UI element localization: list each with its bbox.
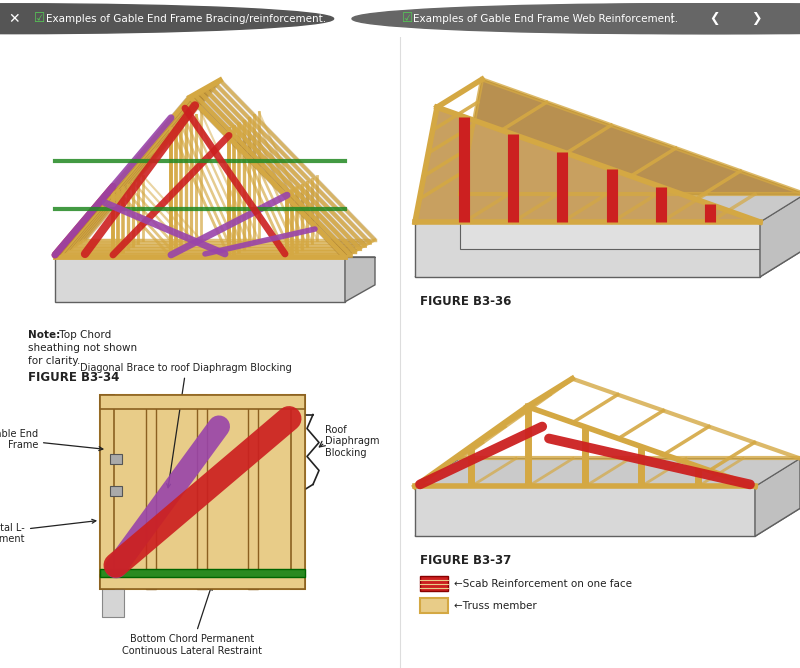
- Polygon shape: [460, 194, 800, 249]
- Circle shape: [437, 4, 800, 33]
- Bar: [110, 454, 122, 464]
- Polygon shape: [415, 249, 800, 277]
- Text: Note:: Note:: [28, 330, 60, 340]
- Text: ⋮: ⋮: [666, 12, 678, 25]
- Bar: [100, 575, 305, 589]
- Polygon shape: [415, 458, 800, 486]
- Polygon shape: [415, 486, 755, 536]
- Text: ←Truss member: ←Truss member: [454, 601, 537, 611]
- Polygon shape: [415, 108, 760, 222]
- Text: ☑: ☑: [402, 12, 413, 25]
- Bar: [102, 589, 124, 617]
- Text: ←Scab Reinforcement on one face: ←Scab Reinforcement on one face: [454, 578, 632, 589]
- Polygon shape: [415, 222, 760, 277]
- Bar: [291, 395, 305, 589]
- Bar: [110, 486, 122, 496]
- Circle shape: [352, 4, 800, 33]
- Text: ✕: ✕: [8, 12, 19, 25]
- Text: Gable End
Frame: Gable End Frame: [0, 429, 103, 451]
- Text: ❮: ❮: [709, 12, 720, 25]
- Text: Bottom Chord Permanent
Continuous Lateral Restraint: Bottom Chord Permanent Continuous Latera…: [122, 586, 262, 656]
- Text: for clarity.: for clarity.: [28, 355, 80, 365]
- Text: ❯: ❯: [751, 12, 762, 25]
- Polygon shape: [760, 194, 800, 277]
- Bar: [100, 395, 114, 589]
- Text: ☑: ☑: [34, 12, 45, 25]
- Text: Horizontal L-
Reinforcement: Horizontal L- Reinforcement: [0, 519, 96, 544]
- Circle shape: [0, 4, 334, 33]
- Polygon shape: [345, 257, 375, 302]
- Text: Examples of Gable End Frame Web Reinforcement.: Examples of Gable End Frame Web Reinforc…: [413, 14, 678, 23]
- Text: Examples of Gable End Frame Bracing/reinforcement.: Examples of Gable End Frame Bracing/rein…: [46, 14, 326, 23]
- Bar: [100, 395, 305, 589]
- Bar: [420, 598, 448, 613]
- Text: FIGURE B3-34: FIGURE B3-34: [28, 371, 119, 383]
- Polygon shape: [55, 257, 345, 302]
- Text: Diagonal Brace to roof Diaphragm Blocking: Diagonal Brace to roof Diaphragm Blockin…: [80, 363, 292, 488]
- Text: Top Chord: Top Chord: [56, 330, 111, 340]
- Text: sheathing not shown: sheathing not shown: [28, 343, 137, 353]
- Bar: [197, 395, 207, 589]
- Polygon shape: [460, 79, 800, 194]
- Bar: [100, 569, 305, 577]
- Bar: [248, 395, 258, 589]
- Bar: [146, 395, 156, 589]
- Polygon shape: [415, 194, 800, 222]
- Text: FIGURE B3-37: FIGURE B3-37: [420, 554, 511, 567]
- Bar: [420, 576, 448, 591]
- Text: Roof
Diaphragm
Blocking: Roof Diaphragm Blocking: [325, 425, 379, 458]
- Text: FIGURE B3-36: FIGURE B3-36: [420, 295, 511, 308]
- Circle shape: [394, 4, 800, 33]
- Polygon shape: [415, 508, 800, 536]
- Polygon shape: [755, 458, 800, 536]
- Bar: [100, 395, 305, 409]
